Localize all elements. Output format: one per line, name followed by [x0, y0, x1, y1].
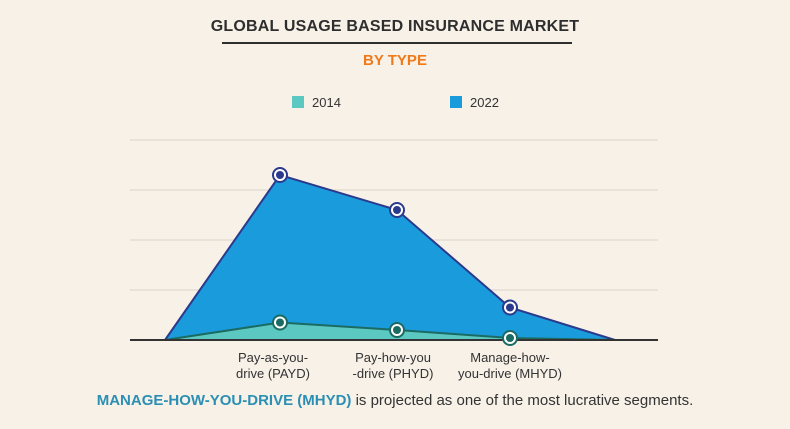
footer-text: is projected as one of the most lucrativ…: [351, 392, 694, 409]
footer-caption: MANAGE-HOW-YOU-DRIVE (MHYD) is projected…: [0, 392, 790, 409]
legend-item-2022: 2022: [450, 94, 499, 110]
point-2014: [393, 326, 401, 334]
footer-highlight: MANAGE-HOW-YOU-DRIVE (MHYD): [96, 392, 352, 409]
legend-swatch-2022: [450, 96, 462, 108]
point-2022: [393, 206, 401, 214]
x-tick-mhyd-line2: you-drive (MHYD): [457, 366, 562, 381]
point-2022: [276, 171, 284, 179]
area-2022: [165, 175, 615, 340]
x-tick-payd: Pay-as-you- drive (PAYD): [213, 350, 333, 382]
x-tick-mhyd: Manage-how- you-drive (MHYD): [450, 350, 570, 382]
x-tick-phyd: Pay-how-you -drive (PHYD): [333, 350, 453, 382]
chart-title: GLOBAL USAGE BASED INSURANCE MARKET: [210, 18, 580, 35]
title-underline: [222, 42, 572, 44]
legend-item-2014: 2014: [292, 94, 341, 110]
x-tick-payd-line2: drive (PAYD): [236, 366, 310, 381]
point-2014: [506, 334, 514, 342]
legend-label-2022: 2022: [470, 94, 499, 110]
x-tick-phyd-line1: Pay-how-you: [355, 350, 431, 365]
x-tick-phyd-line2: -drive (PHYD): [352, 366, 434, 381]
legend-label-2014: 2014: [312, 94, 341, 110]
legend-swatch-2014: [292, 96, 304, 108]
point-2014: [276, 318, 284, 327]
x-tick-payd-line1: Pay-as-you-: [237, 350, 309, 365]
chart-subtitle: BY TYPE: [363, 52, 427, 69]
point-2022: [506, 303, 514, 312]
x-tick-mhyd-line1: Manage-how-: [470, 350, 550, 365]
